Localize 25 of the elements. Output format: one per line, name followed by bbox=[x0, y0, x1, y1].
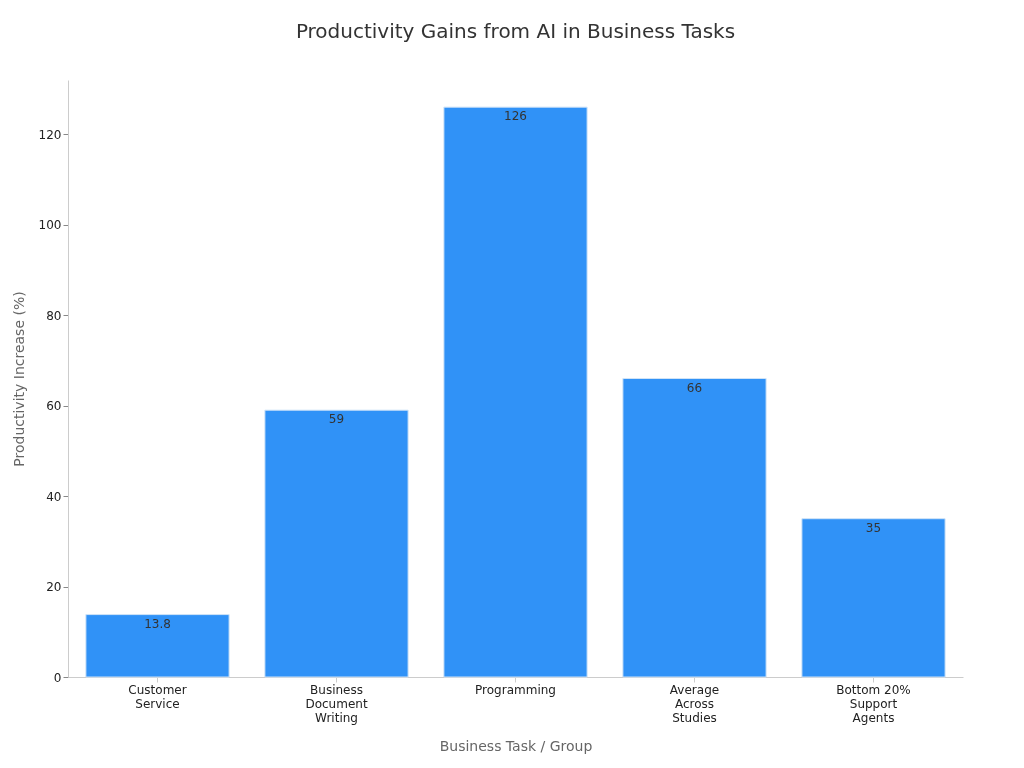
y-tick-label: 120 bbox=[38, 127, 62, 142]
x-tick-label: Bottom 20% Support Agents bbox=[836, 682, 911, 725]
bar bbox=[85, 614, 230, 678]
data-label: 35 bbox=[865, 520, 882, 535]
data-label: 126 bbox=[504, 109, 527, 124]
y-tick-label: 80 bbox=[46, 308, 62, 323]
y-tick-label: 100 bbox=[38, 218, 62, 233]
x-axis-title: Business Task / Group bbox=[439, 737, 593, 754]
y-tick-label: 60 bbox=[46, 399, 62, 414]
y-tick-label: 40 bbox=[46, 489, 62, 504]
bar bbox=[443, 106, 588, 678]
y-tick-label: 0 bbox=[53, 670, 62, 685]
x-tick-label: Business Document Writing bbox=[305, 682, 368, 725]
y-axis-title: Productivity Increase (%) bbox=[10, 291, 27, 467]
bar bbox=[801, 518, 946, 678]
data-label: 13.8 bbox=[144, 616, 171, 631]
bar bbox=[622, 378, 767, 678]
x-tick-label: Customer Service bbox=[128, 682, 187, 711]
y-tick-label: 20 bbox=[46, 580, 62, 595]
x-tick-label: Average Across Studies bbox=[669, 682, 720, 725]
chart-title: Productivity Gains from AI in Business Tasks bbox=[295, 19, 736, 43]
x-tick-label: Programming bbox=[475, 682, 556, 697]
data-label: 59 bbox=[328, 412, 345, 427]
bar bbox=[264, 409, 409, 678]
data-label: 66 bbox=[686, 380, 703, 395]
